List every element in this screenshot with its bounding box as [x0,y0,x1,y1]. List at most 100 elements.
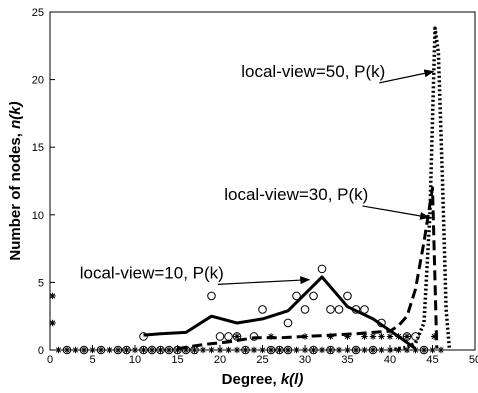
data-point-star [344,346,351,354]
data-point-circle [96,345,106,355]
data-point-star [97,346,105,354]
data-point-circle [258,305,267,314]
data-point-star [369,333,377,340]
y-tick-label: 25 [32,7,44,19]
data-point-circle [113,345,123,355]
data-point-star [148,346,156,354]
y-tick-label: 0 [38,345,44,357]
data-point-circle [326,345,335,355]
data-point-circle [351,345,361,355]
data-point-star [216,346,224,354]
series-line-solid [143,275,417,350]
data-point-circle [249,332,259,341]
data-point-star [361,346,368,354]
x-tick-label: 10 [129,354,141,366]
data-point-star [259,346,266,354]
data-point-star [89,346,96,354]
data-point-circle [360,305,369,314]
data-point-circle [283,345,293,355]
series-layer [143,26,452,352]
annotation-label: local-view=10, P(k) [80,263,224,282]
y-axis-label: Number of nodes, n(k) [7,101,24,260]
annotation-label: local-view=30, P(k) [224,185,368,204]
data-point-star [55,346,62,354]
data-point-circle [266,345,276,355]
data-point-circle [351,305,361,314]
data-point-star [344,333,351,340]
data-point-star [301,346,309,354]
data-point-star [123,346,130,354]
data-point-star [63,346,71,354]
data-point-star [378,346,385,354]
x-tick-label: 5 [89,354,95,366]
annotation-label: local-view=50, P(k) [241,62,385,81]
data-point-star [395,333,402,340]
x-tick-label: 0 [47,354,53,366]
data-point-circle [419,345,429,355]
data-point-star [327,346,334,354]
x-tick-label: 25 [256,354,268,366]
data-point-star [225,346,232,354]
data-point-circle [368,345,378,355]
data-point-circle [411,332,420,341]
data-point-star [352,346,360,354]
data-point-star [267,333,275,340]
data-point-star [335,346,343,354]
data-point-star [369,346,377,354]
data-point-star [49,319,56,327]
data-point-circle [309,291,318,301]
y-tick-label: 20 [32,75,44,87]
data-point-circle [292,291,301,301]
data-point-circle [79,345,89,355]
data-point-star [165,346,173,354]
data-point-star [106,346,113,354]
data-point-circle [343,291,352,301]
data-point-star [310,346,317,354]
data-point-circle [215,332,225,341]
data-point-circle [275,345,284,355]
data-point-star [140,346,147,354]
data-point-star [208,346,215,354]
x-tick-label: 45 [426,354,438,366]
data-point-star [412,346,419,354]
data-point-star [318,346,326,354]
data-point-circle [402,332,412,341]
x-axis-label: Degree, k(l) [222,371,304,388]
annotation-arrow [362,205,431,220]
x-tick-label: 30 [299,354,311,366]
data-point-star [284,346,292,354]
data-point-star [250,346,258,354]
data-point-star [420,346,428,354]
data-point-circle [241,345,250,355]
data-point-circle [62,345,72,355]
series-line-dashed [177,186,439,351]
annotation-arrow [379,69,435,84]
y-tick-label: 10 [32,210,44,222]
data-point-star [403,333,411,340]
data-point-star [301,333,309,340]
data-point-circle [173,345,182,355]
data-point-circle [164,345,174,355]
data-point-circle [317,264,327,274]
data-point-star [199,346,207,354]
data-point-circle [283,318,293,328]
data-point-circle [156,345,165,355]
data-point-circle [181,345,191,355]
data-point-circle [309,345,318,355]
data-point-circle [190,345,199,355]
x-tick-label: 20 [214,354,226,366]
data-point-star [429,346,436,354]
data-point-circle [122,345,131,355]
data-point-circle [139,345,148,355]
data-point-circle [147,345,157,355]
data-point-circle [326,305,335,314]
data-point-star [386,346,394,354]
data-point-star [276,346,283,354]
data-point-star [80,346,88,354]
data-point-star [293,346,300,354]
data-point-star [386,333,394,340]
data-point-star [191,346,198,354]
data-point-star [49,292,56,300]
data-point-circle [377,318,386,328]
